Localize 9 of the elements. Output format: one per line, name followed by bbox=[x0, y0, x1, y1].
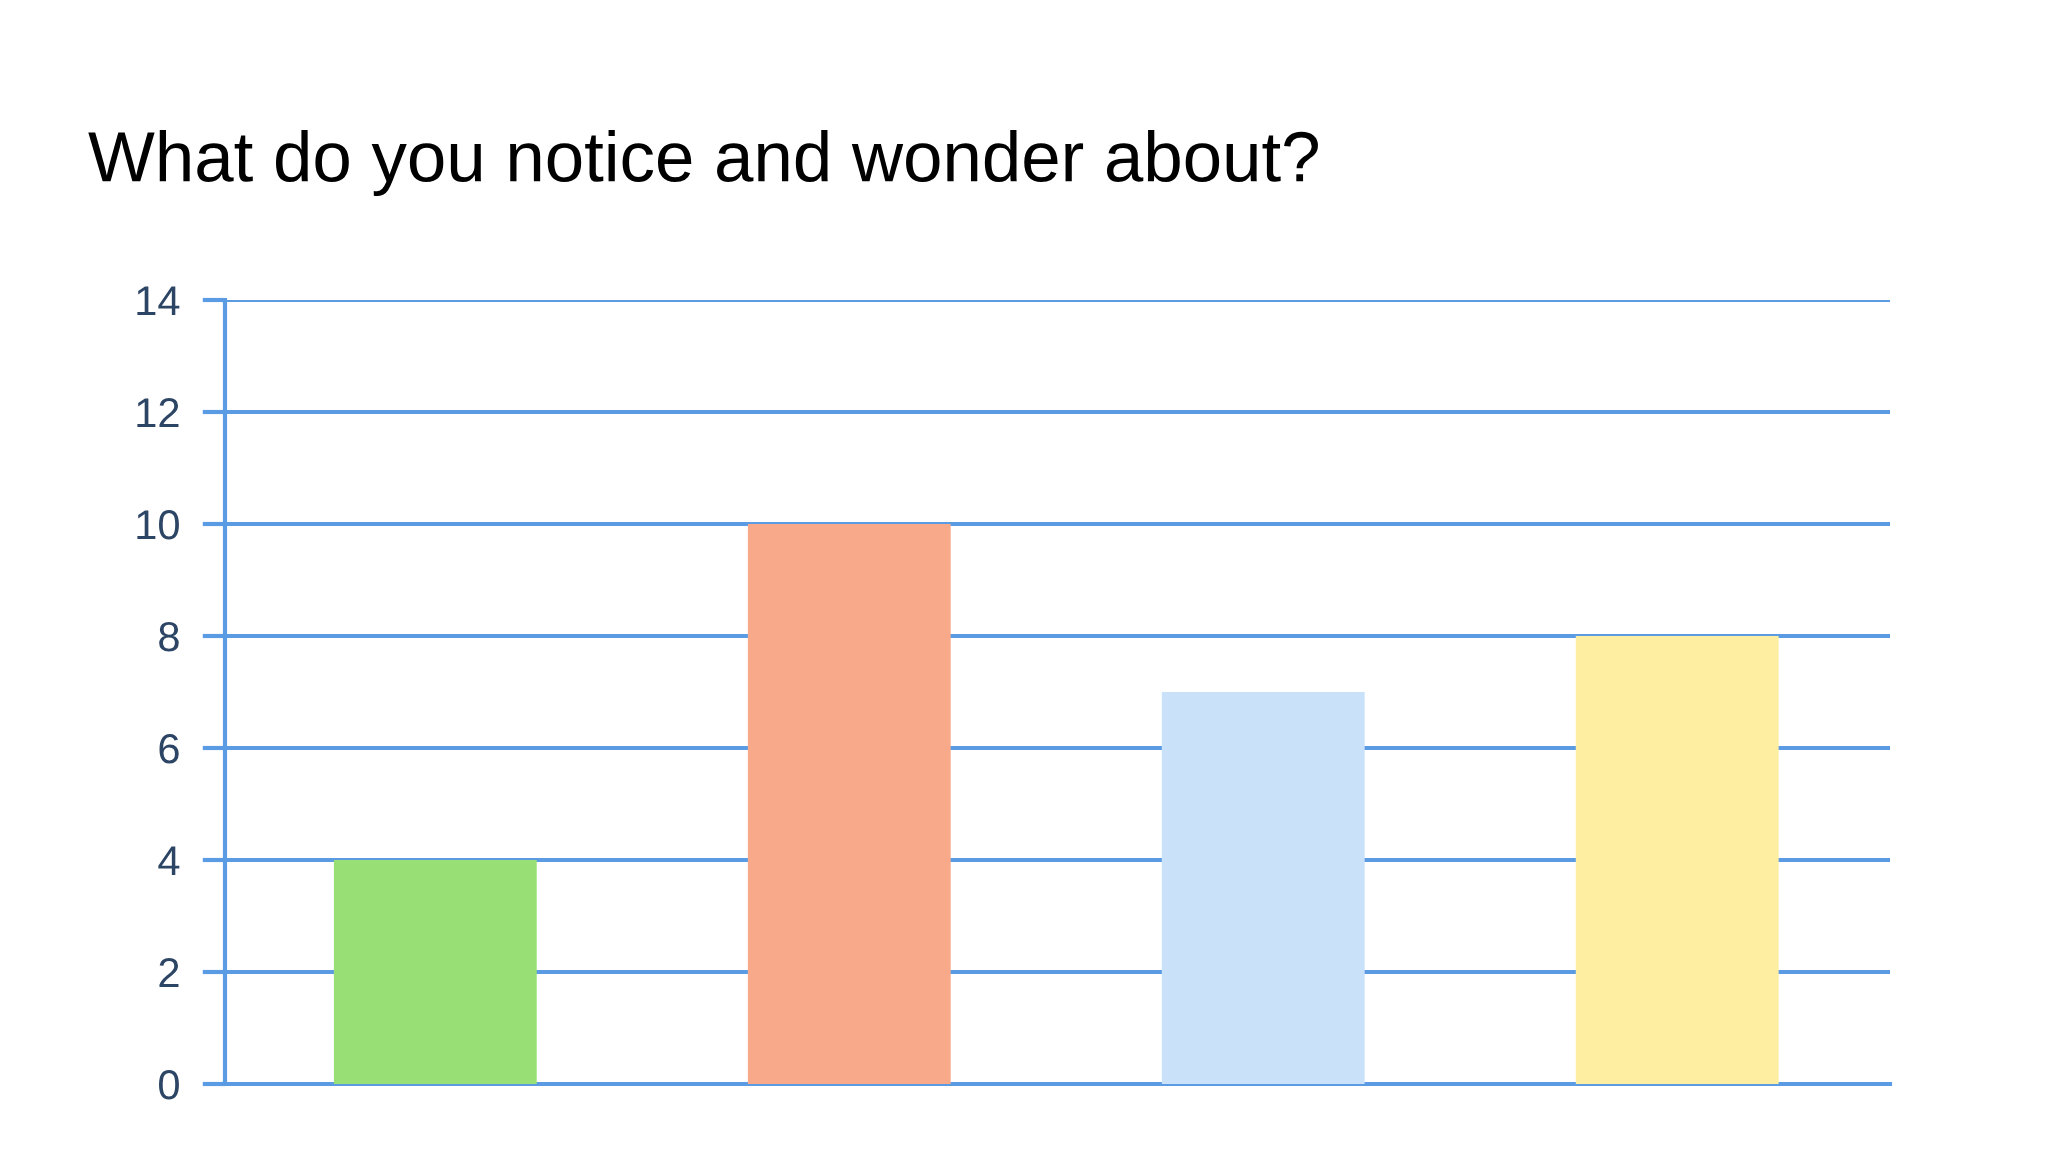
y-tick-label: 8 bbox=[159, 622, 179, 652]
y-tick-label: 4 bbox=[158, 846, 180, 876]
y-tick-label: 6 bbox=[159, 734, 179, 764]
y-tick-label: 2 bbox=[159, 958, 179, 988]
y-tick-label: 10 bbox=[137, 510, 179, 540]
chart-title: What do you notice and wonder about? bbox=[88, 129, 1318, 197]
y-tick-label: 0 bbox=[159, 1070, 179, 1100]
y-tick-label: 12 bbox=[137, 398, 179, 428]
y-tick-label: 14 bbox=[137, 286, 180, 316]
